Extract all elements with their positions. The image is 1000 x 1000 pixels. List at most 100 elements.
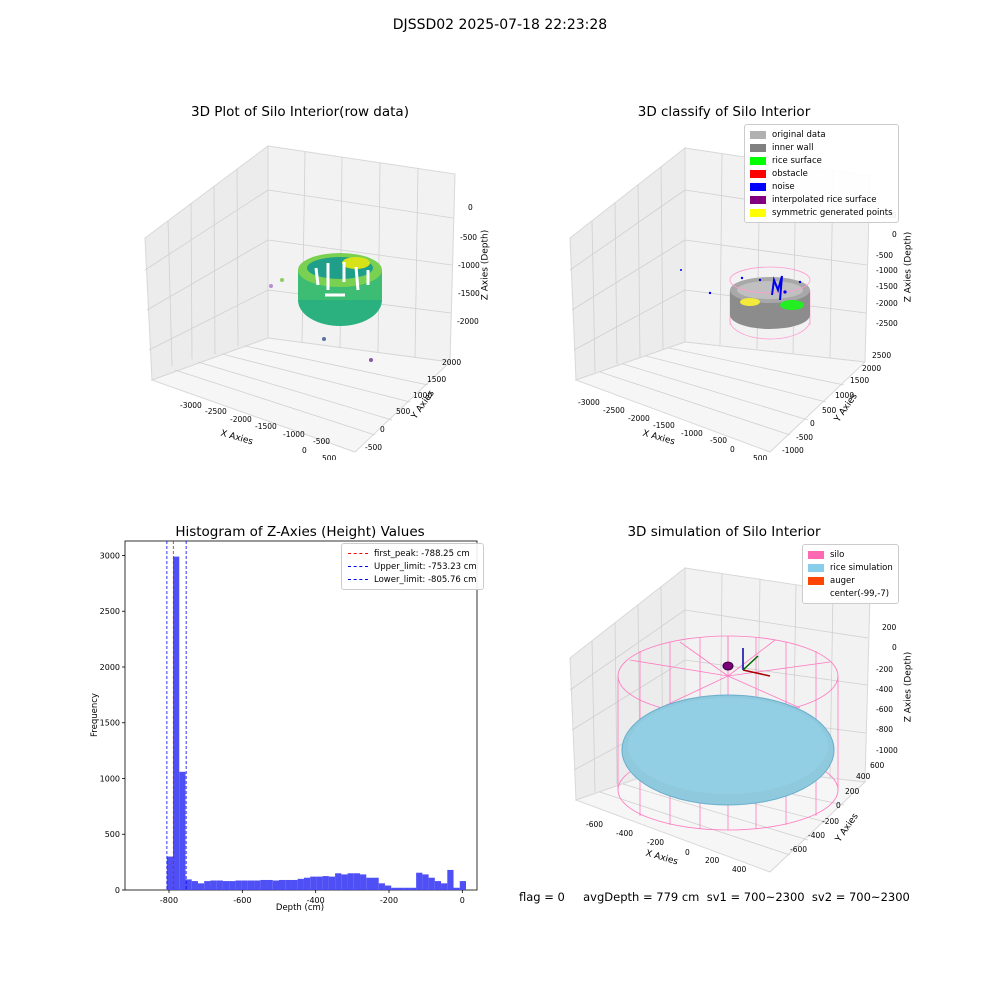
histogram-bar (247, 880, 255, 890)
legend-item-rice-surface: rice surface (750, 154, 893, 167)
legend-swatch (750, 182, 766, 191)
panel4-auger (722, 648, 771, 677)
histogram-bar (453, 887, 460, 890)
legend-label: interpolated rice surface (772, 194, 877, 205)
histogram-bar (260, 879, 267, 890)
histogram-bar (173, 556, 180, 890)
panel2-point-cloud (680, 266, 811, 340)
svg-text:-1000: -1000 (681, 429, 703, 438)
x-tick-label: 0 (460, 896, 465, 905)
y-tick-label: 2000 (100, 663, 120, 672)
legend-label: center(-99,-7) (830, 588, 890, 599)
svg-text:-2000: -2000 (876, 299, 898, 308)
histogram-bar (391, 887, 398, 890)
svg-text:2000: 2000 (862, 364, 881, 373)
y-tick-label: 2500 (100, 607, 120, 616)
legend-line (348, 553, 368, 554)
histogram-bar (297, 878, 304, 890)
legend-label: noise (772, 181, 795, 192)
svg-text:2000: 2000 (442, 358, 461, 367)
legend-item-rice-simulation: rice simulation (808, 561, 893, 574)
svg-text:-1500: -1500 (255, 422, 277, 431)
legend-swatch (750, 143, 766, 152)
legend-item-obstacle: obstacle (750, 167, 893, 180)
legend-label: auger (830, 575, 855, 586)
histogram-bar (459, 881, 466, 890)
svg-text:-3000: -3000 (180, 401, 202, 410)
legend-item-auger: auger (808, 574, 893, 587)
x-tick-label: -400 (307, 896, 325, 905)
svg-text:-1000: -1000 (283, 430, 305, 439)
histogram-bar (310, 876, 317, 890)
legend-swatch (808, 590, 824, 598)
histogram-bar (409, 887, 417, 890)
legend-item-first-peak: first_peak: -788.25 cm (348, 547, 477, 560)
legend-swatch (750, 169, 766, 178)
svg-text:-500: -500 (710, 436, 727, 445)
svg-text:500: 500 (753, 454, 768, 460)
svg-text:500: 500 (396, 407, 411, 416)
histogram-bar (341, 874, 348, 890)
histogram-bar (254, 880, 261, 890)
histogram-bar (222, 881, 230, 890)
histogram-bar (191, 881, 198, 890)
legend-label: rice simulation (830, 562, 893, 573)
panel4-rice-simulation (621, 694, 835, 806)
histogram-bar (204, 881, 211, 890)
histogram-bar (285, 879, 292, 890)
legend-label: rice surface (772, 155, 822, 166)
legend-item-center: center(-99,-7) (808, 587, 893, 600)
legend-label: Lower_limit: -805.76 cm (374, 574, 477, 585)
svg-text:400: 400 (856, 772, 871, 781)
histogram-bar (403, 887, 410, 890)
legend-swatch (750, 195, 766, 204)
histogram-bar (241, 880, 248, 890)
svg-text:-2500: -2500 (876, 319, 898, 328)
histogram-bar (428, 877, 435, 890)
x-tick-label: -600 (233, 896, 251, 905)
svg-text:-800: -800 (876, 725, 893, 734)
y-tick-label: 500 (105, 830, 120, 839)
histogram-bar (378, 883, 385, 890)
histogram-bar (235, 880, 242, 890)
histogram-bar (185, 879, 192, 890)
legend-item-lower-limit: Lower_limit: -805.76 cm (348, 573, 477, 586)
svg-text:0: 0 (468, 203, 473, 212)
histogram-bar (316, 876, 323, 890)
svg-text:-500: -500 (313, 437, 330, 446)
histogram-bar (229, 881, 236, 890)
svg-text:-500: -500 (876, 251, 893, 260)
svg-text:600: 600 (870, 761, 885, 770)
svg-text:-1000: -1000 (458, 261, 480, 270)
svg-text:-2000: -2000 (628, 414, 650, 423)
legend-item-symmetric-generated-points: symmetric generated points (750, 206, 893, 219)
svg-text:-3000: -3000 (578, 398, 600, 407)
legend-swatch (750, 156, 766, 165)
x-tick-label: -800 (160, 896, 178, 905)
legend-swatch (808, 576, 824, 585)
histogram-bar (279, 879, 286, 890)
legend-item-original-data: original data (750, 128, 893, 141)
legend-line (348, 579, 368, 580)
panel2-zlabel: Z Axies (Depth) (903, 231, 914, 303)
panel1-axes-panes (144, 145, 456, 453)
histogram-bar (266, 879, 273, 890)
svg-text:-500: -500 (460, 233, 477, 242)
legend-label: symmetric generated points (772, 207, 893, 218)
legend-swatch (750, 208, 766, 217)
svg-text:-600: -600 (790, 845, 807, 854)
svg-text:1000: 1000 (835, 391, 854, 400)
histogram-bar (441, 883, 448, 890)
svg-text:-500: -500 (796, 433, 813, 442)
histogram-bar (372, 877, 379, 890)
svg-text:-1500: -1500 (458, 289, 480, 298)
legend-item-silo: silo (808, 548, 893, 561)
histogram-bar (322, 876, 329, 890)
panel4-legend: silo rice simulation auger center(-99,-7… (802, 544, 899, 604)
legend-item-noise: noise (750, 180, 893, 193)
svg-text:-400: -400 (808, 831, 825, 840)
legend-label: silo (830, 549, 845, 560)
histogram-bar (422, 874, 429, 890)
